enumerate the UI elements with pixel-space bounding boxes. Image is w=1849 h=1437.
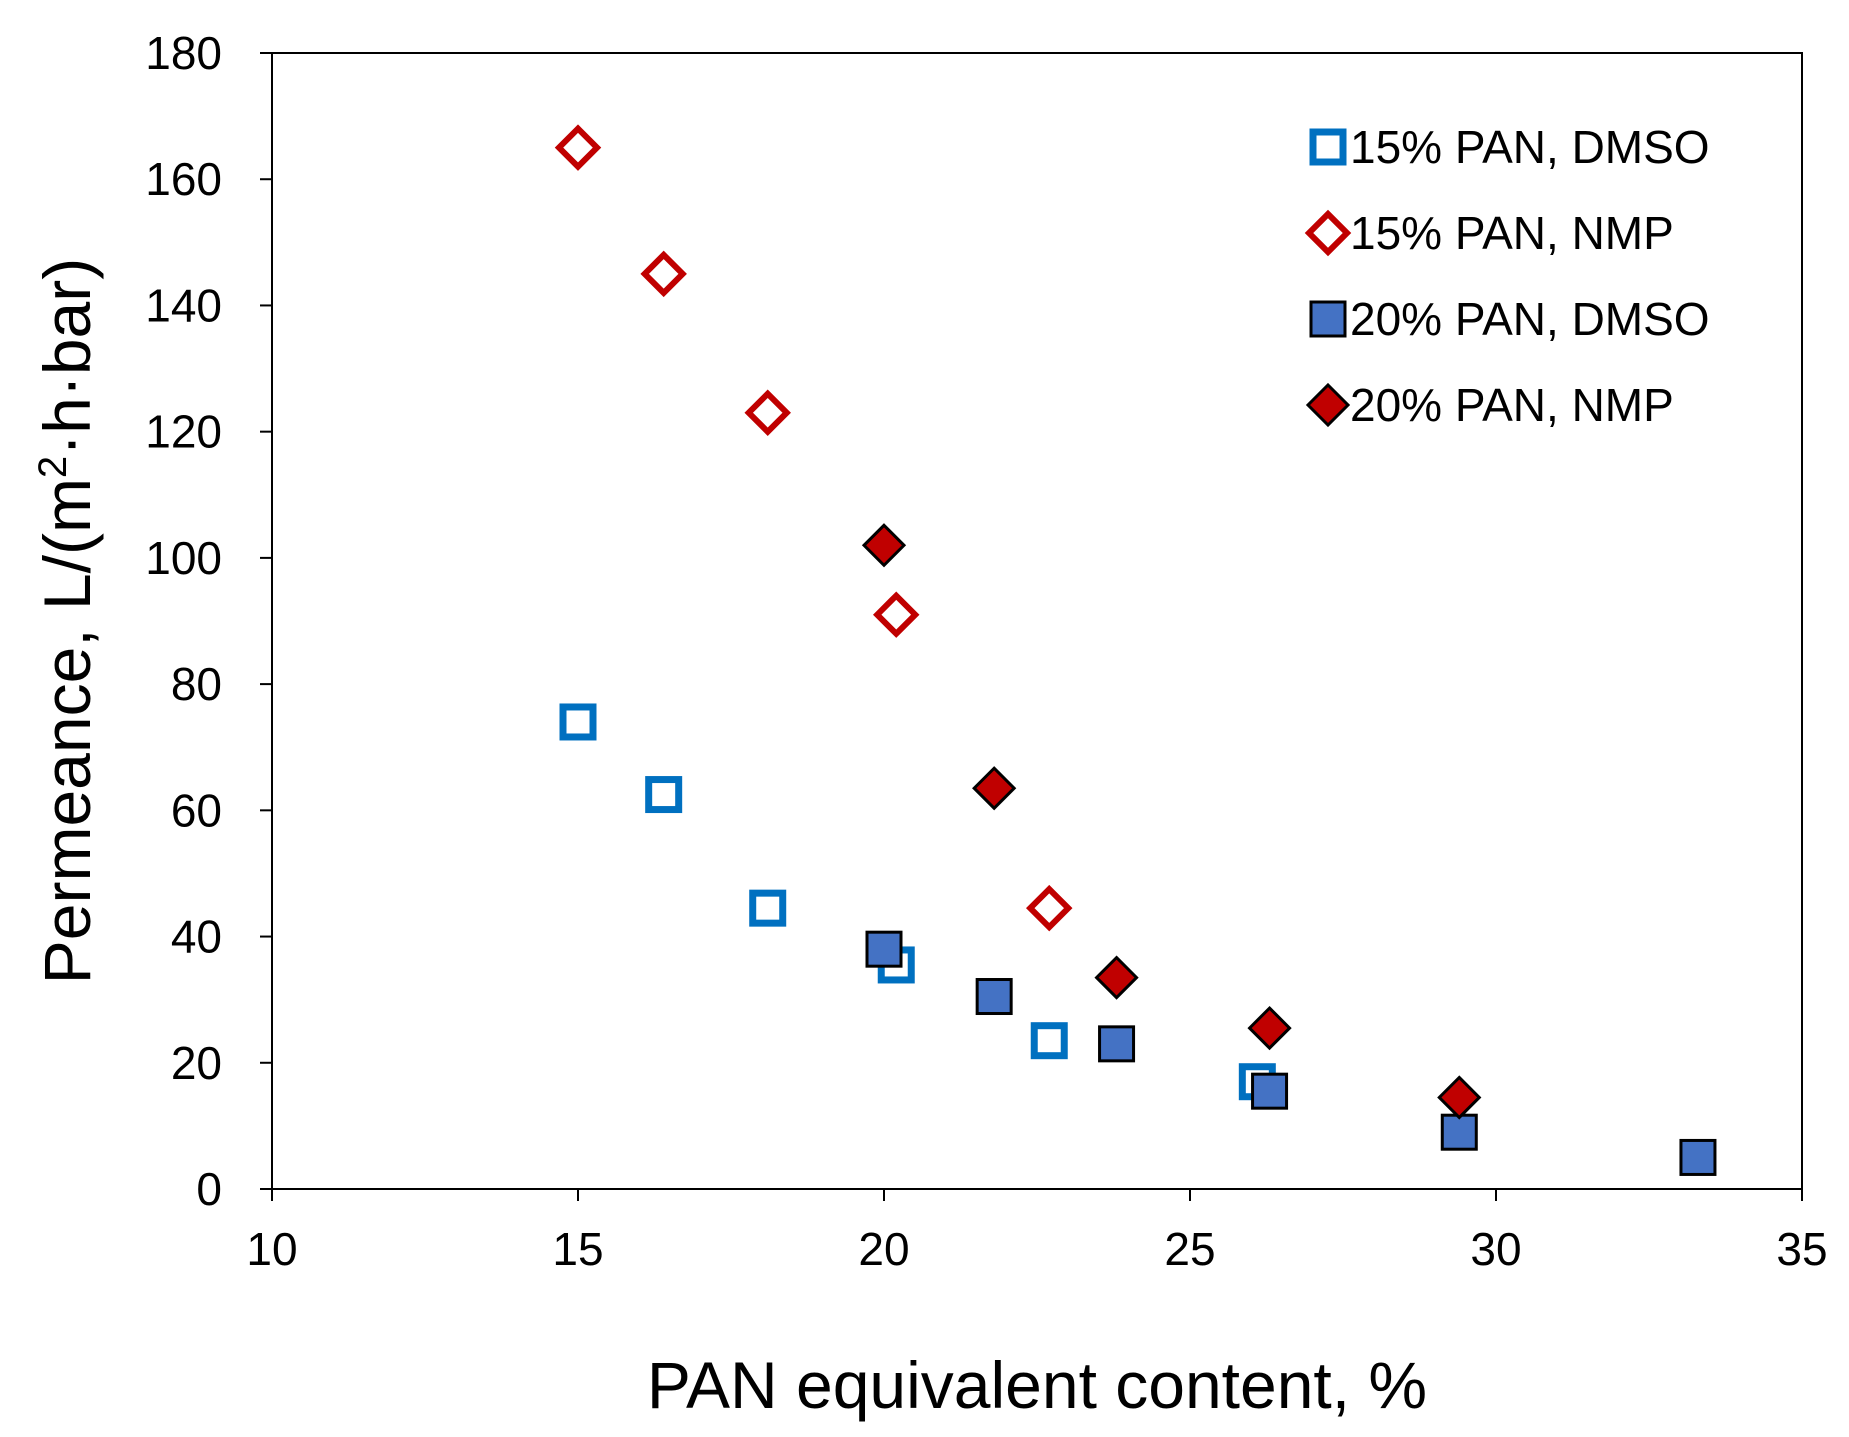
y-tick-label-180: 180 <box>145 27 222 79</box>
y-axis-title-sup: 2 <box>31 456 75 478</box>
x-tick-label-20: 20 <box>858 1223 909 1275</box>
y-tick-label-60: 60 <box>171 784 222 836</box>
x-tick-label-30: 30 <box>1470 1223 1521 1275</box>
y-tick-label-0: 0 <box>196 1163 222 1215</box>
series-0-point-4 <box>1030 1022 1068 1060</box>
axis-ticks <box>260 52 1803 1201</box>
series-2-point-5 <box>1679 1138 1717 1176</box>
legend-marker-2 <box>1309 300 1347 338</box>
y-axis-title-prefix: Permeance, L/(m <box>30 478 104 984</box>
series-1-point-4 <box>1025 884 1073 932</box>
series-0-point-2 <box>749 889 787 927</box>
legend: 15% PAN, DMSO 15% PAN, NMP 20% PAN, DMSO 20… <box>1304 121 1710 431</box>
plot-area <box>271 52 1803 1190</box>
series-2-point-4 <box>1440 1113 1478 1151</box>
y-tick-label-40: 40 <box>171 911 222 963</box>
y-tick-label-80: 80 <box>171 658 222 710</box>
series-1-point-3 <box>872 591 920 638</box>
x-tick-label-25: 25 <box>1164 1223 1215 1275</box>
legend-marker-0 <box>1309 128 1347 166</box>
series-3-point-1 <box>972 766 1017 811</box>
y-tick-label-120: 120 <box>145 406 222 458</box>
legend-label-0: 15% PAN, DMSO <box>1350 121 1710 173</box>
x-tick-label-35: 35 <box>1776 1223 1827 1275</box>
y-axis-title-suffix: ·h·bar) <box>30 258 104 456</box>
series-2-point-2 <box>1098 1025 1136 1063</box>
data-markers <box>554 124 1717 1176</box>
y-tick-label-100: 100 <box>145 532 222 584</box>
series-0-point-1 <box>645 776 683 814</box>
series-1-point-0 <box>554 124 602 171</box>
x-tick-label-15: 15 <box>552 1223 603 1275</box>
y-tick-labels: 0 20 40 60 80 100 120 140 160 180 <box>145 27 222 1215</box>
series-3-point-3 <box>1247 1005 1292 1051</box>
x-tick-labels: 10 15 20 25 30 35 <box>246 1223 1827 1275</box>
series-3-point-0 <box>861 523 907 568</box>
series-0-point-0 <box>559 703 597 741</box>
x-tick-label-10: 10 <box>246 1223 297 1275</box>
series-2-point-0 <box>865 930 903 968</box>
y-tick-label-140: 140 <box>145 279 222 331</box>
legend-label-1: 15% PAN, NMP <box>1350 207 1674 259</box>
legend-marker-1 <box>1304 209 1352 257</box>
y-tick-label-20: 20 <box>171 1037 222 1089</box>
x-axis-title: PAN equivalent content, % <box>647 1348 1427 1422</box>
series-1-point-2 <box>744 389 791 436</box>
series-3-point-2 <box>1094 955 1139 1000</box>
legend-label-3: 20% PAN, NMP <box>1350 379 1674 431</box>
series-1-point-1 <box>640 250 687 298</box>
legend-label-2: 20% PAN, DMSO <box>1350 293 1710 345</box>
y-axis-title: Permeance, L/(m2·h·bar) <box>30 258 104 984</box>
legend-marker-3 <box>1305 382 1351 428</box>
y-tick-label-160: 160 <box>145 153 222 205</box>
series-2-point-1 <box>975 978 1013 1016</box>
series-2-point-3 <box>1251 1072 1289 1110</box>
series-3-point-4 <box>1437 1075 1482 1120</box>
